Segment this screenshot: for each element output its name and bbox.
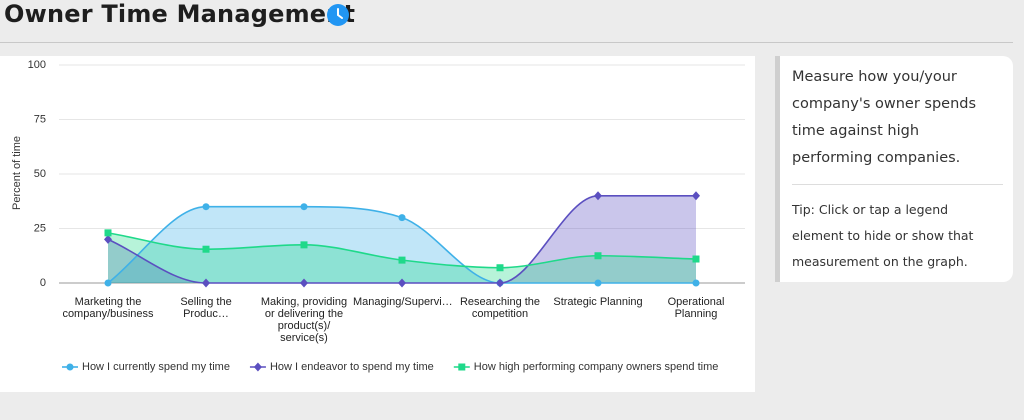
- data-point: [398, 214, 406, 222]
- y-tick-label: 100: [28, 59, 46, 71]
- legend-item[interactable]: How I currently spend my time: [62, 361, 230, 373]
- data-point: [496, 264, 504, 272]
- data-point: [202, 203, 210, 211]
- data-point: [104, 234, 112, 244]
- data-point: [692, 191, 700, 201]
- data-point: [300, 278, 308, 288]
- y-tick-label: 75: [34, 113, 46, 125]
- x-tick-label: Selling the Produc…: [180, 296, 232, 320]
- data-point: [496, 278, 504, 288]
- legend-item[interactable]: How I endeavor to spend my time: [249, 361, 434, 373]
- data-point: [398, 256, 406, 264]
- divider: [0, 42, 1013, 43]
- x-tick-label: Making, providing or delivering the prod…: [260, 296, 348, 344]
- clock-icon: [327, 4, 349, 26]
- legend-label: How I currently spend my time: [82, 361, 230, 373]
- chart-card: [0, 56, 755, 392]
- y-tick-label: 0: [40, 277, 46, 289]
- y-tick-label: 50: [34, 168, 46, 180]
- series-area: [108, 232, 696, 283]
- legend-label: How I endeavor to spend my time: [270, 361, 434, 373]
- legend-label: How high performing company owners spend…: [474, 361, 719, 373]
- tip: Tip: Click or tap a legend element to hi…: [792, 202, 974, 269]
- x-tick-label: Strategic Planning: [553, 296, 643, 308]
- data-point: [692, 279, 700, 287]
- data-point: [398, 278, 406, 288]
- x-tick-label: Marketing the company/business: [62, 296, 154, 320]
- data-point: [692, 255, 700, 263]
- description: Measure how you/your company's owner spe…: [792, 69, 977, 166]
- data-point: [104, 229, 112, 237]
- x-tick-label: Researching the competition: [459, 296, 541, 320]
- data-point: [300, 241, 308, 249]
- data-point: [594, 191, 602, 201]
- separator: [792, 184, 1003, 185]
- legend-item[interactable]: How high performing company owners spend…: [453, 361, 719, 373]
- series-area: [108, 206, 696, 283]
- data-point: [104, 279, 112, 287]
- legend-swatch-marker: [458, 363, 466, 371]
- x-tick-label: Operational Planning: [667, 296, 725, 320]
- info-panel: Measure how you/your company's owner spe…: [775, 56, 1013, 282]
- data-point: [594, 279, 602, 287]
- data-point: [202, 278, 210, 288]
- data-point: [202, 245, 210, 253]
- data-point: [300, 203, 308, 211]
- legend-swatch-marker: [66, 363, 74, 371]
- x-tick-label: Managing/Supervi…: [353, 296, 453, 308]
- data-point: [594, 252, 602, 260]
- legend-swatch-marker: [253, 362, 262, 372]
- y-tick-label: 25: [34, 222, 46, 234]
- page-title: Owner Time Management: [4, 0, 356, 28]
- y-axis-label: Percent of time: [11, 136, 23, 210]
